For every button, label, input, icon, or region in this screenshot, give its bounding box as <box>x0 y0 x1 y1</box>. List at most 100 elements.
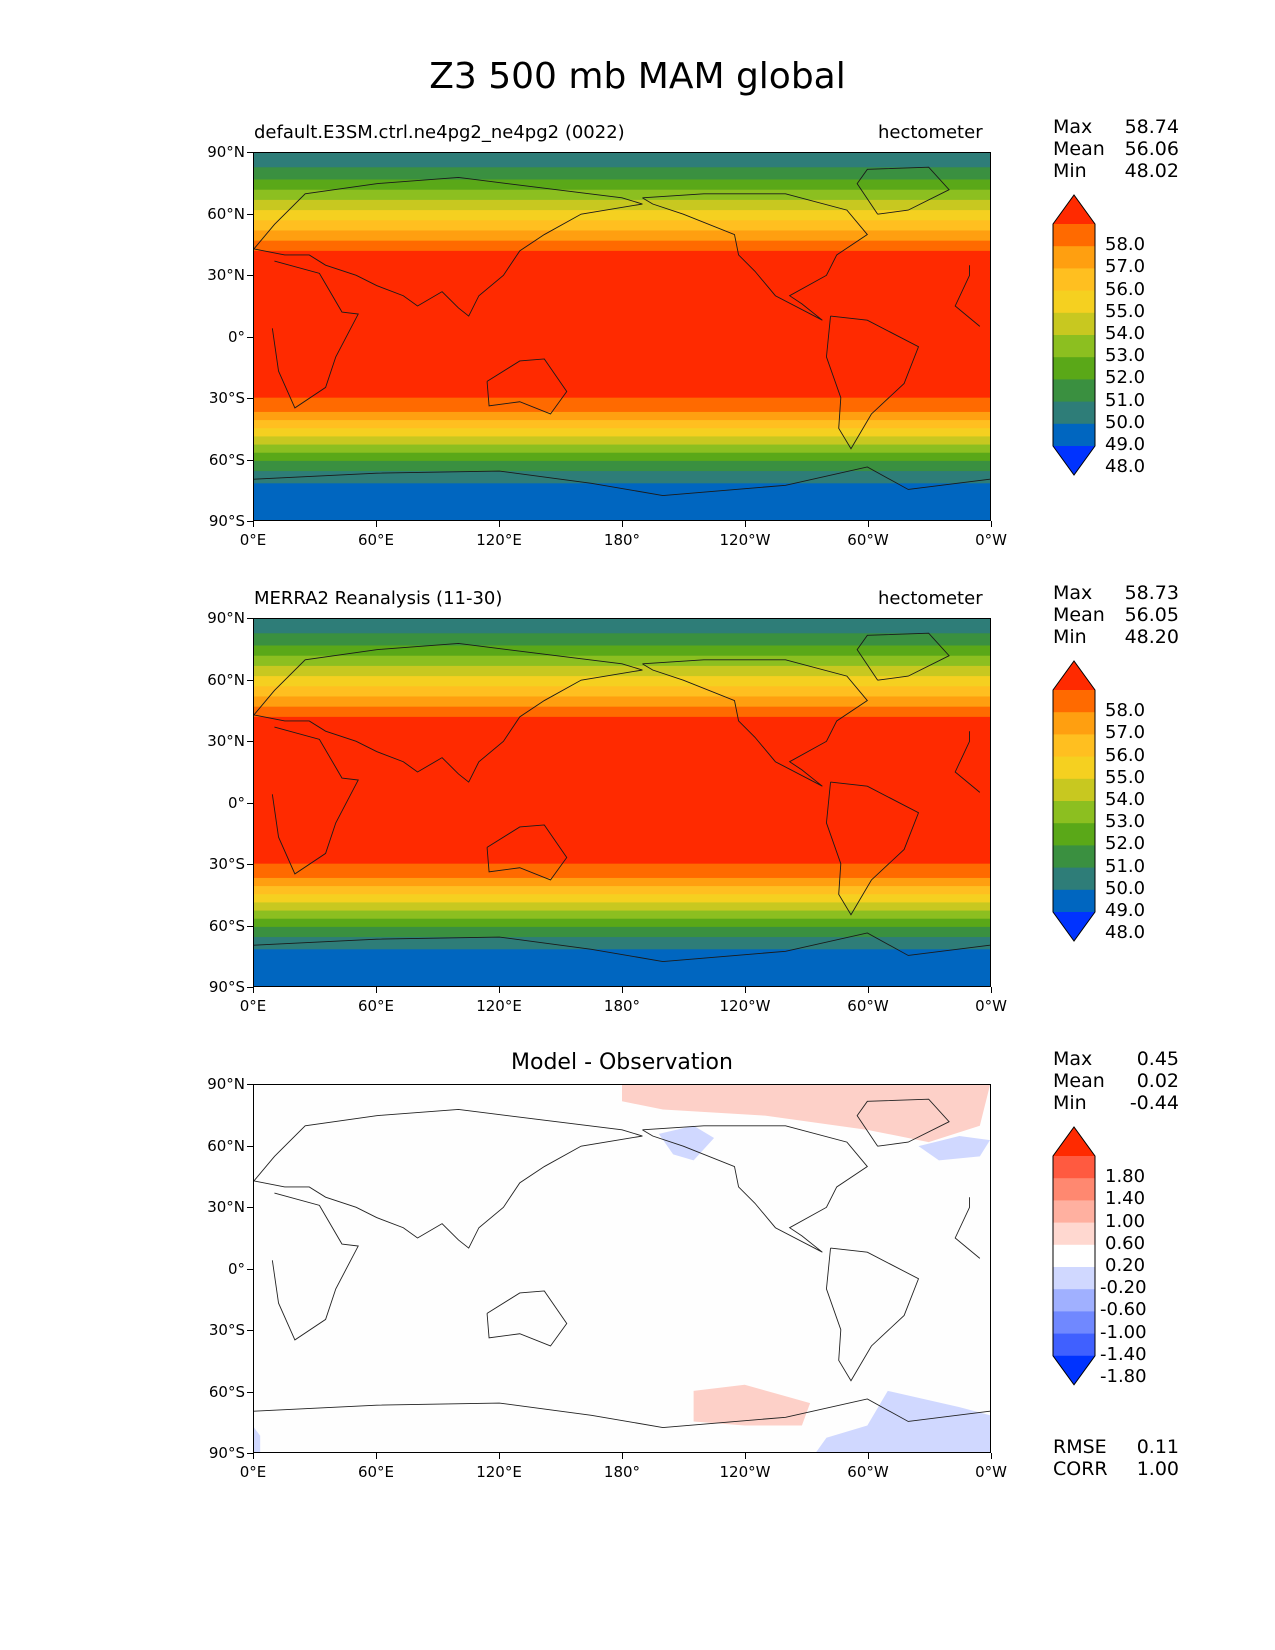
colorbar-segment <box>1053 1244 1095 1268</box>
contour-band-20 <box>254 949 990 986</box>
coastline-0-2 <box>954 731 981 793</box>
stat-value: 0.11 <box>1136 1436 1179 1458</box>
colorbar-label: 50.0 <box>1105 411 1146 433</box>
contour-band-20 <box>254 483 990 520</box>
contour-band-5 <box>254 676 990 687</box>
colorbar-label: -0.60 <box>1100 1299 1147 1321</box>
stats-block: Max 58.73 Mean 56.05 Min 48.20 <box>1053 582 1179 648</box>
stat-row-mean: Mean 0.02 <box>1053 1070 1179 1092</box>
contour-band-0 <box>254 619 990 634</box>
colorbar-label: 48.0 <box>1105 922 1146 944</box>
map-field <box>254 153 990 520</box>
contour-band-0 <box>254 153 990 168</box>
y-tick-label: 90°S <box>208 978 245 996</box>
coastline-1-0 <box>254 643 643 783</box>
stat-label: Mean <box>1053 1070 1105 1092</box>
coastline-4-0 <box>486 358 568 415</box>
contour-band-15 <box>254 902 990 912</box>
contour-band-14 <box>254 428 990 437</box>
x-tick-label: 60°E <box>357 531 395 549</box>
colorbar-label: 57.0 <box>1105 256 1146 278</box>
colorbar-label: 57.0 <box>1105 722 1146 744</box>
colorbar-label: 54.0 <box>1105 789 1146 810</box>
contour-band-11 <box>254 397 990 413</box>
panel-center-title: Model - Observation <box>511 1050 733 1075</box>
colorbar-label: 56.0 <box>1105 744 1146 766</box>
y-tick-mark <box>247 152 253 154</box>
coastline-6-0 <box>254 1398 990 1428</box>
colorbar-segment <box>1053 1200 1095 1223</box>
colorbar-extend-top <box>1053 1127 1095 1156</box>
stat-row-max: Max 58.73 <box>1053 582 1179 604</box>
y-tick-mark <box>247 1330 253 1332</box>
colorbar-label: -1.80 <box>1100 1366 1147 1387</box>
stat-value: 1.00 <box>1136 1458 1179 1480</box>
colorbar-label: 1.40 <box>1105 1188 1146 1210</box>
colorbar-segment <box>1053 357 1095 380</box>
colorbar-segment <box>1053 401 1095 425</box>
y-tick-label: 60°N <box>207 670 245 689</box>
y-tick-mark <box>247 459 253 461</box>
y-tick-label: 90°N <box>207 1075 245 1093</box>
contour-band-1 <box>254 633 990 647</box>
x-tick-label: 60°E <box>357 997 395 1015</box>
colorbar-3 <box>1052 1126 1096 1386</box>
x-tick-mark <box>499 1453 501 1459</box>
stat-label: Max <box>1053 1048 1093 1070</box>
stat-value: 0.45 <box>1136 1048 1179 1070</box>
stat-value: 56.06 <box>1124 138 1179 160</box>
colorbar-label: -0.20 <box>1100 1277 1147 1299</box>
y-tick-label: 60°N <box>207 1136 245 1155</box>
coastline-0-1 <box>271 726 359 875</box>
coastline-5-0 <box>856 1098 950 1147</box>
x-tick-label: 60°W <box>847 997 889 1015</box>
colorbar-segment <box>1053 1267 1095 1290</box>
stats-block: Max 58.74 Mean 56.06 Min 48.02 <box>1053 116 1179 182</box>
colorbar-segment <box>1053 1333 1095 1357</box>
coastline-6-0 <box>254 932 990 962</box>
x-tick-mark <box>991 987 993 993</box>
x-tick-mark <box>745 987 747 993</box>
colorbar-segment <box>1053 1289 1095 1312</box>
y-tick-mark <box>247 987 253 989</box>
contour-band-9 <box>254 716 990 732</box>
colorbar-segment <box>1053 1222 1095 1246</box>
coastline-6-0 <box>254 466 990 496</box>
diff-anomaly-3 <box>693 1384 811 1426</box>
stat-row-rmse: RMSE 0.11 <box>1053 1436 1179 1458</box>
colorbar-label: 51.0 <box>1105 855 1146 877</box>
x-tick-mark <box>499 987 501 993</box>
contour-band-4 <box>254 665 990 677</box>
colorbar-segment <box>1053 379 1095 402</box>
stat-label: CORR <box>1053 1458 1108 1480</box>
stat-value: 48.02 <box>1124 160 1179 182</box>
x-tick-label: 0°W <box>975 531 1007 549</box>
y-tick-mark <box>247 336 253 338</box>
x-tick-label: 0°E <box>239 997 267 1015</box>
diff-anomaly-4 <box>816 1390 990 1452</box>
x-tick-label: 180° <box>603 997 641 1015</box>
contour-band-18 <box>254 460 990 472</box>
stat-label: Mean <box>1053 138 1105 160</box>
y-tick-mark <box>247 1145 253 1147</box>
y-tick-label: 90°S <box>208 512 245 530</box>
y-tick-mark <box>247 275 253 277</box>
colorbar-label: 52.0 <box>1105 367 1146 389</box>
colorbar-segment <box>1053 312 1095 336</box>
colorbar-label: 51.0 <box>1105 389 1146 411</box>
stat-value: 0.02 <box>1136 1070 1179 1092</box>
contour-band-8 <box>254 240 990 252</box>
colorbar-segment <box>1053 734 1095 757</box>
coastline-0-1 <box>271 260 359 409</box>
colorbar-segment <box>1053 845 1095 868</box>
colorbar-label: 49.0 <box>1105 900 1146 921</box>
contour-band-19 <box>254 471 990 484</box>
x-tick-mark <box>253 1453 255 1459</box>
colorbar-segment <box>1053 335 1095 358</box>
coastline-2-0 <box>642 659 868 787</box>
diff-anomaly-0 <box>622 1085 990 1143</box>
x-tick-mark <box>622 1453 624 1459</box>
stat-row-min: Min 48.02 <box>1053 160 1179 182</box>
colorbar-label: 1.00 <box>1105 1210 1146 1232</box>
y-tick-label: 30°S <box>208 855 245 873</box>
